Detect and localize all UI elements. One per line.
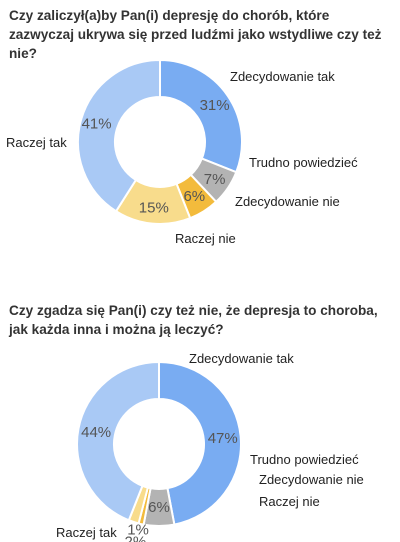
donut-chart-2: 47% Zdecydowanie tak 6% Trudno powiedzieć 1%… bbox=[56, 351, 364, 542]
slice-value-label: 6% bbox=[183, 188, 205, 205]
category-label: Zdecydowanie tak bbox=[189, 351, 294, 366]
slice-value-label: 44% bbox=[81, 424, 111, 441]
chart-1-title: Czy zaliczył(a)by Pan(i) depresję do cho… bbox=[9, 8, 382, 61]
slice-value-label: 47% bbox=[208, 430, 238, 447]
slice-zdecydowanie-tak bbox=[159, 58, 243, 174]
slice-value-label: 6% bbox=[148, 499, 170, 516]
slice-value-label: 31% bbox=[200, 97, 230, 114]
slice-value-label: 41% bbox=[82, 116, 112, 133]
slice-value-label: 1% bbox=[127, 522, 149, 539]
slice-value-label: 2% bbox=[124, 533, 146, 542]
slice-raczej-tak bbox=[76, 360, 160, 522]
category-label: Zdecydowanie nie bbox=[259, 472, 364, 487]
slice-zdecydowanie-tak bbox=[158, 360, 242, 526]
category-label: Raczej nie bbox=[175, 231, 236, 246]
slice-value-label: 7% bbox=[204, 171, 226, 188]
chart-2-title: Czy zgadza się Pan(i) czy też nie, że de… bbox=[9, 303, 378, 337]
slice-raczej-tak bbox=[77, 58, 161, 213]
category-label: Raczej nie bbox=[259, 494, 320, 509]
category-label: Zdecydowanie tak bbox=[230, 69, 335, 84]
category-label: Raczej tak bbox=[6, 135, 67, 150]
slice-value-label: 15% bbox=[139, 200, 169, 217]
category-label: Trudno powiedzieć bbox=[249, 155, 358, 170]
category-label: Raczej tak bbox=[56, 525, 117, 540]
category-label: Zdecydowanie nie bbox=[235, 194, 340, 209]
donut-chart-1: 31%Zdecydowanie tak 7% Trudno powiedzieć 6%… bbox=[6, 58, 358, 246]
category-label: Trudno powiedzieć bbox=[250, 452, 359, 467]
